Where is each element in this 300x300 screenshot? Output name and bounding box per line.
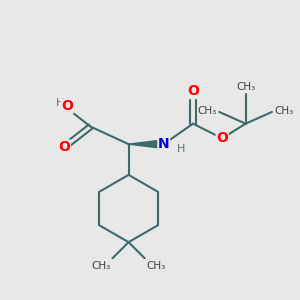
Text: H: H	[177, 143, 185, 154]
Polygon shape	[129, 140, 159, 148]
Text: CH₃: CH₃	[274, 106, 293, 116]
Text: CH₃: CH₃	[236, 82, 255, 92]
Text: CH₃: CH₃	[146, 261, 165, 271]
Text: O: O	[61, 99, 73, 113]
Text: CH₃: CH₃	[198, 106, 217, 116]
Text: O: O	[216, 131, 228, 145]
Text: N: N	[158, 137, 170, 151]
Text: O: O	[58, 140, 70, 154]
Text: H: H	[56, 98, 64, 108]
Text: CH₃: CH₃	[92, 261, 111, 271]
Text: O: O	[187, 85, 199, 98]
